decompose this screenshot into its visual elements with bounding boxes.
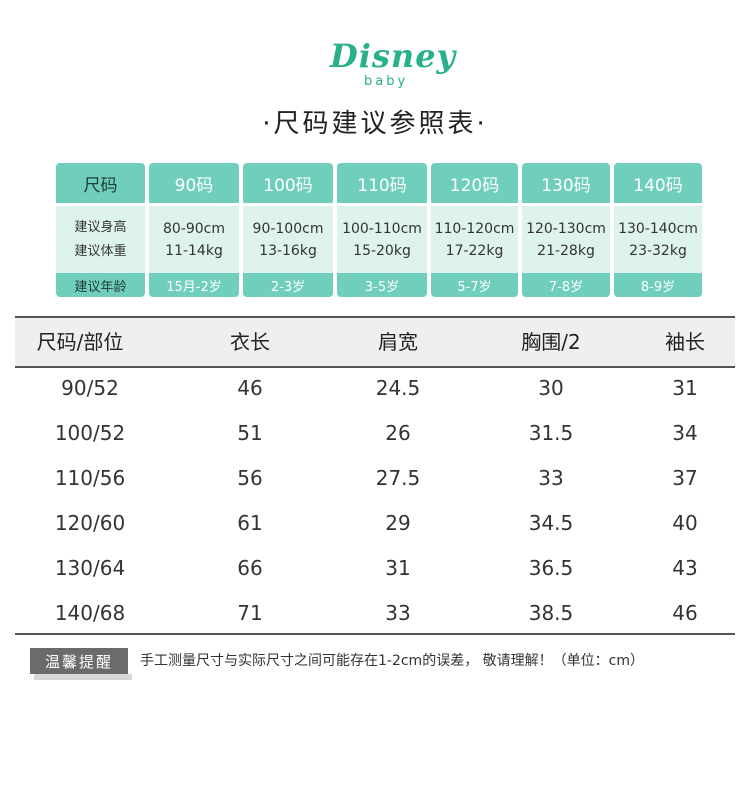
rec-size: 90码: [149, 163, 239, 203]
header-cell: 衣长: [230, 330, 270, 354]
rec-label-size: 尺码: [56, 163, 145, 203]
table-cell: 43: [672, 556, 698, 580]
rec-height: 80-90cm: [162, 220, 225, 237]
table-cell: 56: [237, 466, 263, 490]
rec-label-body: 建议身高 建议体重: [56, 206, 145, 273]
rec-weight: 21-28kg: [537, 242, 595, 259]
rec-age: 8-9岁: [614, 273, 702, 297]
tip-badge: 温馨提醒: [30, 648, 128, 674]
tip-text: 手工测量尺寸与实际尺寸之间可能存在1-2cm的误差， 敬请理解！（单位：cm）: [140, 653, 644, 669]
table-cell: 40: [672, 511, 698, 535]
table-row: 140/68 71 33 38.5 46: [15, 591, 735, 636]
rec-age: 5-7岁: [431, 273, 518, 297]
page-title: ·尺码建议参照表·: [262, 109, 488, 139]
rec-size: 140码: [614, 163, 702, 203]
rec-age: 2-3岁: [243, 273, 333, 297]
rec-weight: 17-22kg: [445, 242, 504, 259]
rec-weight: 11-14kg: [165, 242, 223, 259]
rec-height: 90-100cm: [252, 220, 324, 237]
header-cell: 胸围/2: [521, 330, 581, 354]
table-cell: 71: [237, 601, 263, 625]
table-header: 尺码/部位 衣长 肩宽 胸围/2 袖长: [15, 316, 735, 368]
table-cell: 31: [672, 376, 698, 400]
table-cell: 33: [385, 601, 411, 625]
rec-label-weight: 建议体重: [74, 243, 127, 259]
table-cell: 120/60: [54, 511, 126, 535]
table-cell: 26: [385, 421, 411, 445]
rec-weight: 23-32kg: [629, 242, 687, 259]
table-cell: 34: [672, 421, 698, 445]
rec-label-height: 建议身高: [74, 219, 127, 235]
header-cell: 肩宽: [378, 330, 418, 354]
rec-weight: 15-20kg: [353, 242, 411, 259]
rec-body: 100-110cm 15-20kg: [337, 206, 427, 273]
table-cell: 36.5: [528, 556, 574, 580]
table-cell: 31.5: [528, 421, 574, 445]
rec-size: 100码: [243, 163, 333, 203]
table-row: 100/52 51 26 31.5 34: [15, 411, 735, 456]
table-cell: 38.5: [528, 601, 574, 625]
header-cell: 尺码/部位: [36, 330, 124, 354]
rec-body: 120-130cm 21-28kg: [522, 206, 610, 273]
table-cell: 33: [538, 466, 564, 490]
header-cell: 袖长: [665, 330, 705, 354]
table-cell: 27.5: [375, 466, 421, 490]
logo-wordmark: Disney: [330, 37, 457, 75]
table-cell: 37: [672, 466, 698, 490]
rec-height: 110-120cm: [434, 220, 515, 237]
table-cell: 66: [237, 556, 263, 580]
rec-size: 130码: [522, 163, 610, 203]
table-cell: 24.5: [375, 376, 421, 400]
table-cell: 31: [385, 556, 411, 580]
rec-height: 120-130cm: [526, 220, 606, 237]
rec-body: 90-100cm 13-16kg: [243, 206, 333, 273]
rec-size: 120码: [431, 163, 518, 203]
table-bottom-rule: [15, 633, 735, 635]
rec-age: 3-5岁: [337, 273, 427, 297]
table-cell: 61: [237, 511, 263, 535]
table-cell: 34.5: [528, 511, 574, 535]
rec-age: 15月-2岁: [149, 273, 239, 297]
table-row: 110/56 56 27.5 33 37: [15, 456, 735, 501]
table-cell: 46: [672, 601, 698, 625]
table-cell: 29: [385, 511, 411, 535]
disney-baby-logo: Disney baby: [330, 38, 455, 94]
rec-body: 130-140cm 23-32kg: [614, 206, 702, 273]
rec-label-age: 建议年龄: [56, 273, 145, 297]
table-cell: 110/56: [54, 466, 126, 490]
table-cell: 130/64: [54, 556, 126, 580]
table-cell: 46: [237, 376, 263, 400]
rec-age: 7-8岁: [522, 273, 610, 297]
rec-size: 110码: [337, 163, 427, 203]
rec-height: 100-110cm: [342, 220, 422, 237]
table-cell: 30: [538, 376, 564, 400]
rec-body: 80-90cm 11-14kg: [149, 206, 239, 273]
table-cell: 90/52: [61, 376, 119, 400]
rec-weight: 13-16kg: [259, 242, 317, 259]
logo-subtitle: baby: [364, 74, 409, 89]
table-row: 130/64 66 31 36.5 43: [15, 546, 735, 591]
table-row: 120/60 61 29 34.5 40: [15, 501, 735, 546]
rec-height: 130-140cm: [618, 220, 698, 237]
rec-body: 110-120cm 17-22kg: [431, 206, 518, 273]
table-cell: 51: [237, 421, 263, 445]
table-row: 90/52 46 24.5 30 31: [15, 366, 735, 411]
tip-badge-shadow: [34, 674, 132, 680]
table-cell: 100/52: [54, 421, 126, 445]
table-cell: 140/68: [54, 601, 126, 625]
